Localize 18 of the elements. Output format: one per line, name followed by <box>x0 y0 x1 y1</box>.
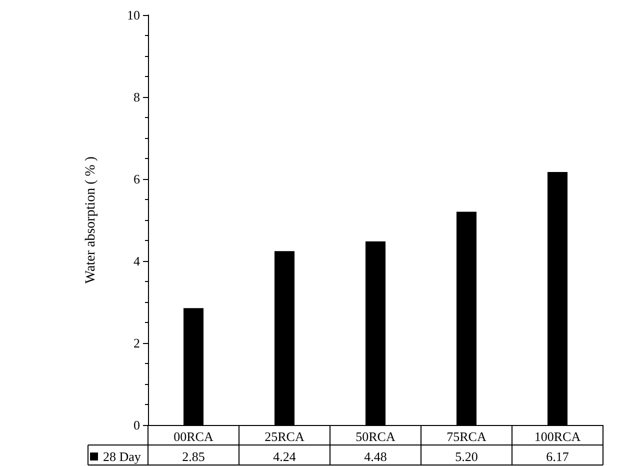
y-tick-label: 6 <box>134 172 140 186</box>
y-tick-label: 8 <box>134 90 140 104</box>
data-label: 2.85 <box>182 449 205 464</box>
y-tick-label: 4 <box>134 254 140 268</box>
y-axis-title: Water absorption ( % ) <box>84 156 98 284</box>
data-label: 5.20 <box>455 449 478 464</box>
data-label: 6.17 <box>546 449 570 464</box>
x-tick-label: 00RCA <box>174 429 214 444</box>
data-label: 4.24 <box>273 449 296 464</box>
y-tick-label: 2 <box>134 336 140 350</box>
y-tick-label: 0 <box>134 418 140 432</box>
data-label: 4.48 <box>364 449 387 464</box>
legend-label: 28 Day <box>103 449 142 464</box>
x-tick-label: 25RCA <box>264 429 305 444</box>
y-tick-label: 10 <box>127 8 140 22</box>
x-tick-label: 100RCA <box>534 429 582 444</box>
x-tick-label: 75RCA <box>446 429 487 444</box>
x-tick-label: 50RCA <box>356 429 396 444</box>
